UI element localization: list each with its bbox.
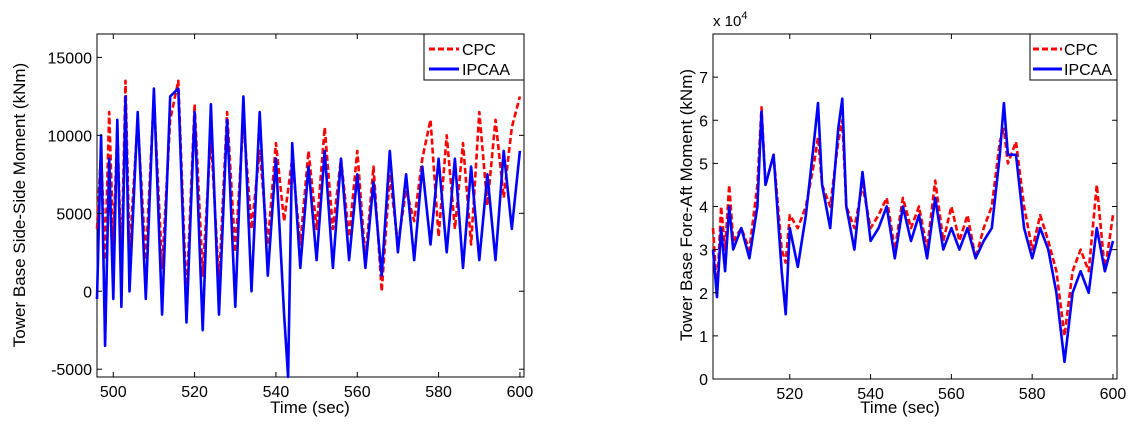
y-tick-label: 6 xyxy=(699,113,708,130)
plot-area-left xyxy=(96,33,525,378)
chart-right: 520 540 560 580 600 0 1 2 3 4 5 6 7 Time (sec) Tower… xyxy=(677,10,1126,417)
chart-left: 500 520 540 560 580 600 -5000 0 5000 10000 15000 T… xyxy=(10,33,534,417)
y-tick-label: 15000 xyxy=(48,50,93,67)
exponent-power: 4 xyxy=(741,10,747,22)
legend-box-right xyxy=(1029,33,1118,81)
y-tick-label: 10000 xyxy=(48,128,93,145)
y-axis-label-right: Tower Base Fore-Aft Moment (kNm) xyxy=(677,69,696,341)
y-tick-label: 2 xyxy=(699,286,708,303)
exponent-label-right: x 104 xyxy=(713,10,747,30)
y-tick-label: 0 xyxy=(83,284,92,301)
y-tick-label: 4 xyxy=(699,200,708,217)
series-line-ipcaa-right xyxy=(711,97,1115,364)
exponent-base: x 10 xyxy=(713,13,741,30)
x-tick-label: 600 xyxy=(1100,386,1127,403)
plot-area-right xyxy=(712,33,1118,380)
x-tick-label: 540 xyxy=(263,384,290,401)
y-tick-label: 5 xyxy=(699,156,708,173)
legend-box-left xyxy=(423,33,525,81)
x-tick-label: 560 xyxy=(344,384,371,401)
x-axis-label-right: Time (sec) xyxy=(860,398,940,417)
x-tick-label: 580 xyxy=(1019,386,1046,403)
y-tick-label: 1 xyxy=(699,329,708,346)
y-axis-label-left: Tower Base Side-Side Moment (kNm) xyxy=(10,63,29,347)
x-axis-label-left: Time (sec) xyxy=(270,398,350,417)
x-tick-label: 520 xyxy=(181,384,208,401)
x-tick-label: 500 xyxy=(100,384,127,401)
x-tick-label: 560 xyxy=(938,386,965,403)
legend-left: CPC IPCAA xyxy=(423,33,525,81)
ticks-layer-left: 500 520 540 560 580 600 -5000 0 5000 10000 15000 xyxy=(48,34,534,401)
x-tick-label: 520 xyxy=(776,386,803,403)
legend-ipcaa-label-left: IPCAA xyxy=(462,62,510,79)
series-layer-left xyxy=(95,79,522,379)
x-tick-label: 600 xyxy=(507,384,534,401)
legend-ipcaa-label-right: IPCAA xyxy=(1064,62,1112,79)
y-tick-label: 5000 xyxy=(56,206,92,223)
y-tick-label: 7 xyxy=(699,70,708,87)
legend-cpc-label-left: CPC xyxy=(462,42,496,59)
series-line-ipcaa-left xyxy=(95,87,522,379)
y-tick-label: -5000 xyxy=(51,362,92,379)
y-tick-label: 0 xyxy=(699,372,708,389)
y-tick-label: 3 xyxy=(699,243,708,260)
series-layer-right xyxy=(711,97,1115,364)
legend-right: CPC IPCAA xyxy=(1029,33,1118,81)
legend-cpc-label-right: CPC xyxy=(1064,42,1098,59)
x-tick-label: 580 xyxy=(425,384,452,401)
ticks-layer-right: 520 540 560 580 600 0 1 2 3 4 5 6 7 xyxy=(699,34,1126,403)
x-tick-label: 540 xyxy=(857,386,884,403)
